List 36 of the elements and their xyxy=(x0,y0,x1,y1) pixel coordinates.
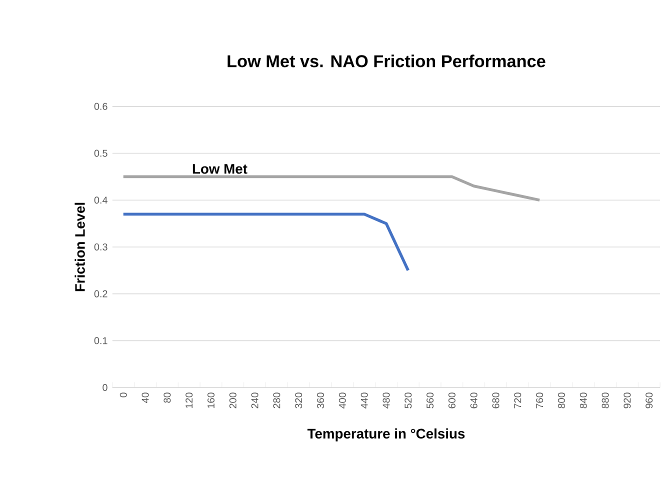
x-tick-label: 280 xyxy=(273,392,280,408)
x-tick-label: 200 xyxy=(229,392,236,408)
y-tick-label: 0.2 xyxy=(94,290,108,298)
x-tick-label: 120 xyxy=(186,392,193,408)
x-tick-label: 760 xyxy=(536,392,544,408)
x-tick-label: 400 xyxy=(338,392,346,408)
x-tick-label: 160 xyxy=(207,392,215,408)
y-axis-title: Friction Level xyxy=(74,202,85,291)
x-tick-label: 880 xyxy=(602,392,609,408)
y-tick-label: 0.1 xyxy=(94,336,108,344)
x-tick-label: 960 xyxy=(646,392,653,408)
x-tick-label: 80 xyxy=(164,392,171,403)
x-tick-label: 320 xyxy=(295,392,302,408)
x-tick-label: 520 xyxy=(404,392,412,408)
y-tick-label: 0 xyxy=(102,384,108,391)
x-tick-label: 40 xyxy=(142,392,149,403)
chart-title: Low Met vs. NAO Friction Performance xyxy=(228,54,546,68)
series-label: Low Met xyxy=(192,164,248,174)
x-tick-label: 0 xyxy=(120,392,127,398)
y-tick-label: 0.4 xyxy=(94,196,108,204)
x-tick-label: 640 xyxy=(470,392,478,408)
x-tick-label: 840 xyxy=(580,392,587,408)
x-tick-label: 560 xyxy=(426,392,434,408)
x-tick-label: 440 xyxy=(360,392,368,408)
y-tick-label: 0.3 xyxy=(94,243,108,250)
x-tick-label: 800 xyxy=(558,392,565,408)
y-tick-label: 0.5 xyxy=(94,150,108,157)
x-tick-label: 680 xyxy=(492,392,500,408)
x-tick-label: 240 xyxy=(251,392,258,408)
x-tick-label: 360 xyxy=(317,392,324,408)
y-tick-label: 0.6 xyxy=(94,102,108,110)
x-tick-label: 600 xyxy=(448,392,456,408)
x-tick-label: 720 xyxy=(514,392,522,408)
x-axis-title: Temperature in °Celsius xyxy=(307,428,465,442)
x-tick-label: 920 xyxy=(624,392,631,408)
x-tick-label: 480 xyxy=(382,392,390,408)
